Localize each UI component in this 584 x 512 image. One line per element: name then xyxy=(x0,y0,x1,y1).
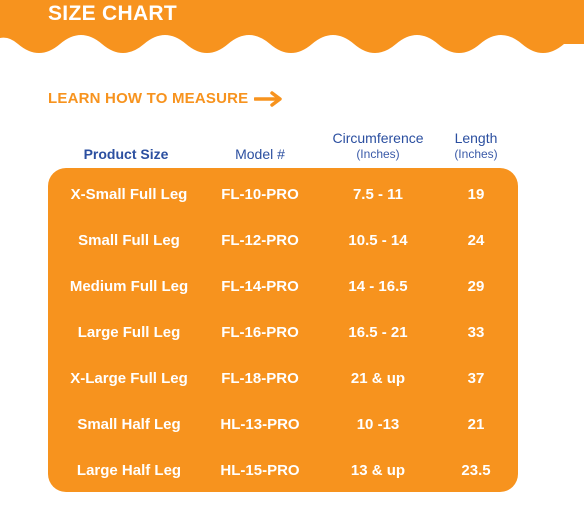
cell-length: 19 xyxy=(467,186,485,203)
table-row: Large Full Leg FL-16-PRO 16.5 - 21 33 xyxy=(48,310,518,356)
table-row: Small Full Leg FL-12-PRO 10.5 - 14 24 xyxy=(48,218,518,264)
arrow-right-icon xyxy=(254,90,283,107)
header-circumference-label: Circumference xyxy=(332,130,424,146)
cell-size: Small Half Leg xyxy=(77,416,181,433)
header-circumference: Circumference (Inches) xyxy=(318,130,438,162)
cell-circumference: 21 & up xyxy=(350,370,406,387)
size-chart-banner: SIZE CHART xyxy=(0,0,584,70)
cell-model: HL-13-PRO xyxy=(220,416,300,433)
header-length-unit: (Inches) xyxy=(454,147,498,162)
cell-circumference: 13 & up xyxy=(350,462,406,479)
cell-circumference: 10.5 - 14 xyxy=(348,232,408,249)
cell-length: 33 xyxy=(467,324,485,341)
learn-link-label: LEARN HOW TO MEASURE xyxy=(48,90,249,107)
cell-length: 37 xyxy=(467,370,485,387)
cell-size: Large Full Leg xyxy=(77,324,181,341)
cell-length: 21 xyxy=(467,416,485,433)
table-row: Large Half Leg HL-15-PRO 13 & up 23.5 xyxy=(48,448,518,494)
cell-model: FL-18-PRO xyxy=(221,370,299,387)
learn-how-to-measure-link[interactable]: LEARN HOW TO MEASURE xyxy=(48,90,284,107)
size-table: X-Small Full Leg FL-10-PRO 7.5 - 11 19 S… xyxy=(48,168,518,492)
cell-circumference: 7.5 - 11 xyxy=(352,186,404,203)
wavy-banner-shape xyxy=(0,0,584,53)
table-row: X-Small Full Leg FL-10-PRO 7.5 - 11 19 xyxy=(48,172,518,218)
cell-circumference: 10 -13 xyxy=(356,416,400,433)
cell-length: 29 xyxy=(467,278,485,295)
table-row: X-Large Full Leg FL-18-PRO 21 & up 37 xyxy=(48,356,518,402)
cell-length: 23.5 xyxy=(461,462,491,479)
cell-model: HL-15-PRO xyxy=(220,462,300,479)
header-length-label: Length xyxy=(454,130,498,146)
table-row: Medium Full Leg FL-14-PRO 14 - 16.5 29 xyxy=(48,264,518,310)
page-title: SIZE CHART xyxy=(48,2,177,25)
cell-circumference: 14 - 16.5 xyxy=(348,278,408,295)
header-product-size: Product Size xyxy=(83,146,169,162)
cell-size: X-Large Full Leg xyxy=(70,370,188,387)
header-circumference-unit: (Inches) xyxy=(356,147,400,162)
cell-size: Large Half Leg xyxy=(76,462,182,479)
cell-circumference: 16.5 - 21 xyxy=(348,324,408,341)
cell-length: 24 xyxy=(467,232,485,249)
cell-size: Small Full Leg xyxy=(78,232,180,249)
cell-size: Medium Full Leg xyxy=(69,278,189,295)
cell-model: FL-16-PRO xyxy=(221,324,299,341)
cell-model: FL-12-PRO xyxy=(221,232,299,249)
table-row: Small Half Leg HL-13-PRO 10 -13 21 xyxy=(48,402,518,448)
cell-model: FL-14-PRO xyxy=(221,278,299,295)
header-length: Length (Inches) xyxy=(438,130,514,162)
cell-size: X-Small Full Leg xyxy=(70,186,188,203)
cell-model: FL-10-PRO xyxy=(221,186,299,203)
header-model: Model # xyxy=(235,146,285,162)
